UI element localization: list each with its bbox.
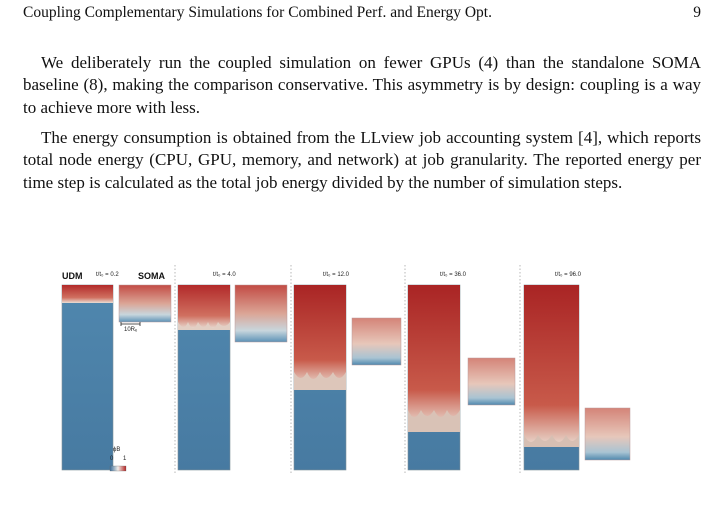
udm-column [61, 284, 114, 471]
udm-red-layer [524, 285, 579, 445]
body-paragraph-1: We deliberately run the coupled simulati… [23, 53, 701, 117]
soma-box [467, 357, 516, 406]
udm-red-layer [408, 285, 460, 425]
colorbar-max: 1 [123, 456, 127, 462]
panel-t4-0 [177, 284, 288, 471]
panel-t36-0 [407, 284, 516, 471]
simulation-figure: UDM t/t₀ = 0.2 SOMA t/t₀ = 4.0 t/t₀ = 12… [0, 260, 704, 501]
figure-graphic [61, 265, 631, 475]
running-header: Coupling Complementary Simulations for C… [23, 4, 701, 22]
time-label-3: t/t₀ = 12.0 [323, 272, 350, 278]
scale-bar-label: 10Rₑ [124, 327, 138, 333]
time-label-4: t/t₀ = 36.0 [440, 272, 467, 278]
panel-t12-0 [293, 284, 402, 471]
body-paragraph-2: The energy consumption is obtained from … [23, 128, 701, 192]
time-label-5: t/t₀ = 96.0 [555, 272, 582, 278]
soma-box [584, 407, 631, 461]
running-title: Coupling Complementary Simulations for C… [23, 4, 492, 21]
panel-t0-2 [61, 284, 172, 471]
panel-t96-0 [523, 284, 631, 471]
soma-label: SOMA [138, 271, 165, 281]
udm-interface [178, 322, 230, 330]
time-label-1: t/t₀ = 0.2 [96, 272, 119, 278]
colorbar-min: 0 [110, 456, 114, 462]
time-label-2: t/t₀ = 4.0 [213, 272, 236, 278]
udm-red-layer [294, 285, 346, 385]
udm-red-layer [178, 285, 230, 329]
colorbar [109, 465, 127, 472]
udm-interface [294, 372, 346, 390]
soma-box [351, 317, 402, 366]
colorbar-label: ϕB [113, 447, 121, 453]
soma-box [234, 284, 288, 343]
udm-interface [408, 410, 460, 432]
soma-box [118, 284, 172, 323]
udm-label: UDM [62, 271, 83, 281]
udm-interface [524, 435, 579, 447]
page-number: 9 [693, 4, 701, 21]
udm-red-layer [62, 285, 113, 303]
